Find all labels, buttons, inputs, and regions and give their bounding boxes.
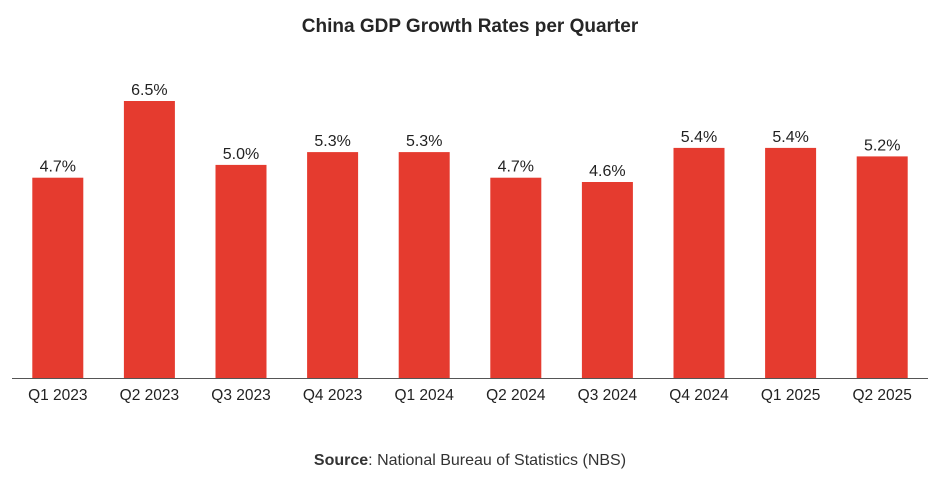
source-label: Source xyxy=(313,452,369,469)
bar-q2-2025 xyxy=(856,156,908,378)
x-tick-label: Q4 2024 xyxy=(669,387,729,404)
x-tick-label: Q1 2024 xyxy=(394,387,454,404)
bar-q4-2023 xyxy=(307,152,359,378)
bar-q3-2024 xyxy=(581,182,633,378)
x-tick-label: Q2 2024 xyxy=(486,387,546,404)
data-label: 5.2% xyxy=(864,137,900,154)
bar-q2-2023 xyxy=(123,101,175,378)
x-tick-label: Q3 2024 xyxy=(578,387,638,404)
data-label: 5.3% xyxy=(314,133,350,150)
bar-q4-2024 xyxy=(673,147,725,378)
bar-q1-2023 xyxy=(32,177,84,378)
data-label: 5.0% xyxy=(223,146,259,163)
bar-q1-2024 xyxy=(398,152,450,378)
data-label: 5.4% xyxy=(772,129,808,146)
bars-group xyxy=(32,101,908,378)
x-tick-label: Q2 2023 xyxy=(120,387,179,404)
bar-q2-2024 xyxy=(490,177,542,378)
chart-title: China GDP Growth Rates per Quarter xyxy=(301,16,639,37)
data-label: 6.5% xyxy=(131,82,167,99)
data-labels-group: 4.7% 6.5% 5.0% 5.3% 5.3% 4.7% 4.6% 5.4% 5.4% 5.2% xyxy=(40,82,901,180)
data-label: 4.6% xyxy=(589,163,625,180)
x-tick-label: Q4 2023 xyxy=(303,387,362,404)
x-tick-label: Q1 2023 xyxy=(28,387,87,404)
source-note: Source: National Bureau of Statistics (N… xyxy=(0,452,940,470)
x-tick-label: Q1 2025 xyxy=(761,387,820,404)
data-label: 4.7% xyxy=(40,159,76,176)
data-label: 5.3% xyxy=(406,133,442,150)
x-tick-label: Q2 2025 xyxy=(852,387,911,404)
x-tick-labels-group: Q1 2023 Q2 2023 Q3 2023 Q4 2023 Q1 2024 Q2 20… xyxy=(28,387,912,404)
data-label: 5.4% xyxy=(681,129,717,146)
x-tick-label: Q3 2023 xyxy=(211,387,270,404)
source-text: : National Bureau of Statistics (NBS) xyxy=(368,452,627,469)
bar-q1-2025 xyxy=(765,147,817,378)
data-label: 4.7% xyxy=(498,159,534,176)
bar-q3-2023 xyxy=(215,164,267,378)
